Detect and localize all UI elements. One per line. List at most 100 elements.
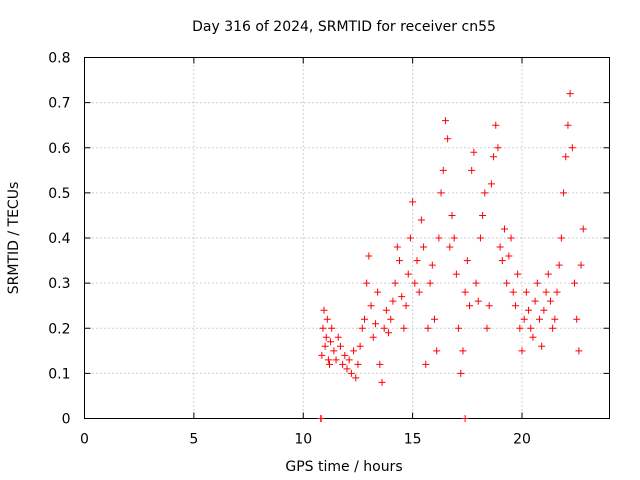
data-point [573, 315, 581, 323]
data-point [518, 347, 526, 355]
data-point [365, 252, 373, 260]
data-point [549, 324, 557, 332]
data-point [396, 257, 403, 265]
plot-area-frame [84, 57, 610, 419]
x-tick-label: 20 [513, 432, 531, 448]
data-point [472, 279, 480, 287]
data-point [452, 270, 460, 278]
data-point [439, 166, 447, 174]
data-point [466, 302, 473, 310]
data-point [536, 315, 543, 323]
marker-layer [317, 90, 587, 422]
data-point [481, 189, 489, 197]
x-tick-label: 15 [404, 432, 422, 448]
data-point [579, 225, 587, 233]
y-tick-label: 0.7 [48, 96, 70, 112]
data-point [398, 293, 406, 301]
data-point [503, 279, 511, 287]
data-point [540, 306, 548, 314]
data-point [501, 225, 508, 233]
data-point [568, 144, 576, 152]
data-point [385, 329, 393, 337]
data-point [363, 279, 371, 287]
data-point [529, 333, 537, 341]
y-tick-label: 0.6 [48, 141, 70, 157]
data-point [374, 288, 382, 296]
data-point [341, 351, 349, 359]
data-point [326, 360, 333, 368]
data-point [356, 342, 364, 350]
data-point [428, 261, 436, 269]
data-point [358, 324, 366, 332]
data-point [435, 234, 443, 242]
data-point [507, 234, 515, 242]
y-axis-label: SRMTID / TECUs [6, 182, 22, 295]
data-point [431, 315, 438, 323]
data-point [406, 234, 414, 242]
data-point [487, 180, 495, 188]
data-point [441, 117, 449, 125]
y-tick-label: 0.8 [48, 51, 70, 67]
data-point [382, 306, 390, 314]
data-point [459, 347, 467, 355]
data-point [505, 252, 513, 260]
x-tick-label: 10 [294, 432, 312, 448]
data-point [490, 153, 498, 161]
data-point [511, 302, 519, 310]
data-point [354, 360, 362, 368]
data-point [463, 257, 471, 265]
data-point [476, 234, 484, 242]
data-point [496, 243, 504, 251]
data-point [426, 279, 434, 287]
data-point [347, 369, 355, 377]
tick-layer: 0 5 10 15 20 0 0.1 0.2 0.3 0.4 0.5 0.6 0.7 0.8 [48, 51, 610, 448]
y-tick-label: 0.1 [48, 366, 70, 382]
data-point [514, 270, 522, 278]
y-tick-label: 0.4 [48, 231, 70, 247]
data-point [320, 306, 328, 314]
data-point [339, 360, 347, 368]
data-point [483, 324, 491, 332]
data-point [564, 121, 572, 129]
data-point [461, 415, 469, 422]
data-point [516, 324, 524, 332]
data-point [474, 297, 482, 305]
data-point [330, 347, 338, 355]
data-point [455, 324, 463, 332]
data-point [527, 324, 535, 332]
x-tick-label: 5 [189, 432, 198, 448]
data-point [546, 297, 554, 305]
data-point [371, 320, 379, 328]
y-tick-label: 0 [62, 412, 71, 428]
data-point [400, 324, 408, 332]
data-point [479, 211, 487, 219]
data-point [531, 297, 539, 305]
data-point [520, 315, 528, 323]
data-point [415, 288, 423, 296]
data-point [446, 243, 454, 251]
data-point [367, 302, 375, 310]
data-point [402, 302, 410, 310]
data-point [448, 211, 456, 219]
data-point [433, 347, 441, 355]
data-point [334, 333, 342, 341]
data-point [437, 189, 445, 197]
data-point [551, 315, 559, 323]
data-point [417, 216, 425, 224]
data-point [380, 324, 388, 332]
data-point [324, 356, 332, 364]
data-point [321, 342, 329, 350]
data-point [411, 279, 419, 287]
data-point [509, 288, 517, 296]
data-point [369, 333, 377, 341]
data-point [420, 243, 428, 251]
data-point [322, 333, 330, 341]
x-tick-label: 0 [80, 432, 89, 448]
data-point [557, 234, 565, 242]
y-tick-label: 0.2 [48, 321, 70, 337]
data-point [575, 347, 583, 355]
grid-layer [84, 57, 610, 419]
y-tick-label: 0.3 [48, 276, 70, 292]
chart-title: Day 316 of 2024, SRMTID for receiver cn5… [192, 19, 496, 35]
